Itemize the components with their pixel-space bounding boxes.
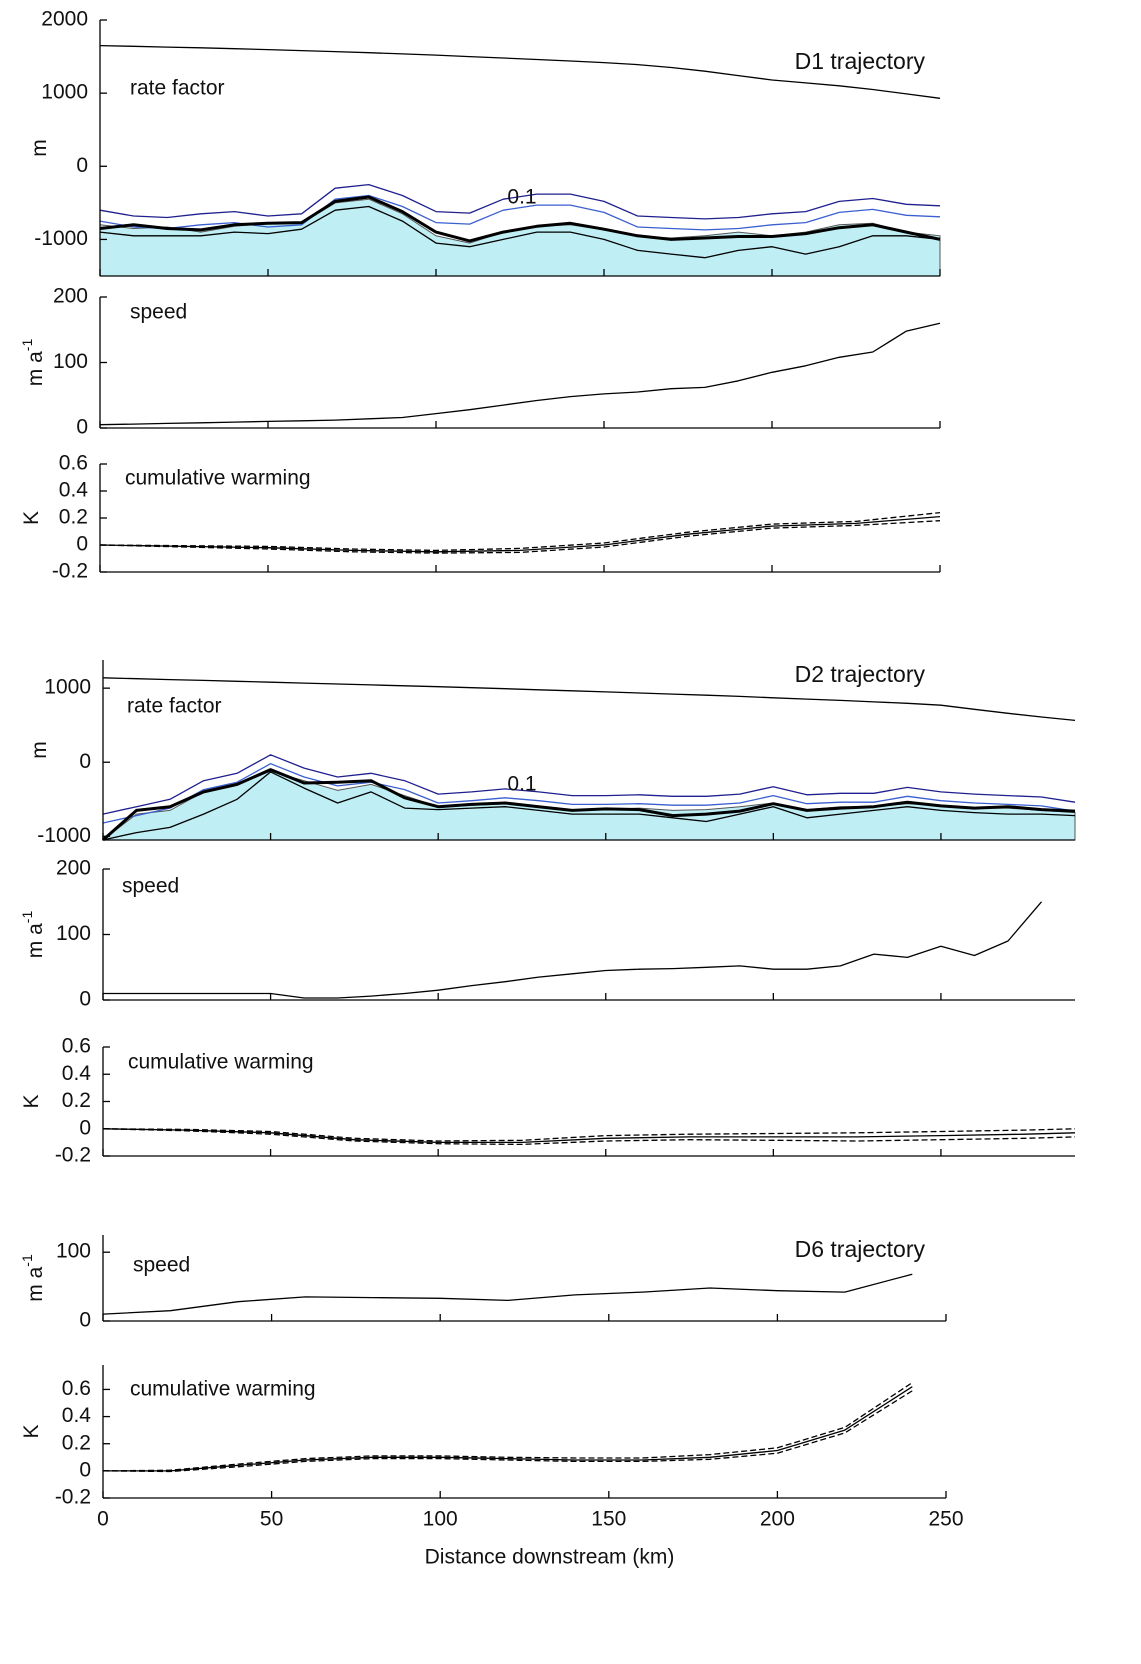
x-axis-label: Distance downstream (km) <box>425 1546 675 1569</box>
x-tick-label: 250 <box>928 1508 963 1531</box>
x-tick-label: 100 <box>423 1508 458 1531</box>
y-tick-label: -0.2 <box>55 1144 91 1167</box>
line <box>99 183 941 220</box>
line <box>99 44 941 99</box>
y-axis-label-sup: -1 <box>19 911 35 924</box>
y-tick-label: -1000 <box>34 227 88 250</box>
line <box>103 1386 913 1472</box>
x-tick-label: 200 <box>760 1508 795 1531</box>
line <box>102 1128 1076 1144</box>
y-tick-label: 0 <box>79 988 91 1011</box>
y-axis-label-text: m <box>28 741 51 759</box>
y-tick-label: -0.2 <box>55 1486 91 1509</box>
y-axis-label: m <box>28 741 51 759</box>
y-tick-label: 100 <box>56 1240 91 1263</box>
y-tick-label: 0.4 <box>62 1404 92 1427</box>
y-axis-label-text: K <box>20 511 43 525</box>
y-tick-label: 200 <box>56 857 91 880</box>
y-tick-label: 1000 <box>41 81 88 104</box>
contour-label: 0.1 <box>507 773 536 796</box>
y-tick-label: 0 <box>76 154 88 177</box>
y-tick-label: 0.4 <box>62 1062 92 1085</box>
y-axis-label-text: m a <box>24 351 47 386</box>
dashed-line <box>102 1128 1076 1146</box>
line <box>99 205 941 259</box>
y-tick-label: -0.2 <box>52 560 88 583</box>
y-tick-label: 200 <box>53 285 88 308</box>
contour-label: 0.1 <box>507 186 536 209</box>
y-tick-label: 0.6 <box>62 1377 91 1400</box>
y-axis-label-text: m a <box>24 1266 47 1301</box>
y-axis-label-text: m <box>28 139 51 157</box>
dashed-line <box>99 511 941 552</box>
panel-label: cumulative warming <box>125 467 311 490</box>
panel-label: cumulative warming <box>130 1378 316 1401</box>
y-axis-label: m a-1 <box>19 1254 47 1302</box>
y-tick-label: 0.2 <box>62 1431 91 1454</box>
y-axis-label-text: m a <box>24 923 47 958</box>
y-tick-label: 0.2 <box>62 1089 91 1112</box>
panel-label: cumulative warming <box>128 1051 314 1074</box>
y-tick-label: 2000 <box>41 8 88 31</box>
dashed-line <box>99 520 941 554</box>
y-axis-label: m <box>28 139 51 157</box>
x-tick-label: 50 <box>260 1508 283 1531</box>
y-tick-label: 0.4 <box>59 479 89 502</box>
dashed-line <box>102 1382 913 1472</box>
area <box>99 198 941 277</box>
panel-title: D2 trajectory <box>795 661 926 687</box>
y-axis-label-sup: -1 <box>19 339 35 352</box>
panel-label: rate factor <box>127 695 222 718</box>
y-tick-label: 0 <box>79 750 91 773</box>
line <box>102 677 1076 722</box>
y-tick-label: 100 <box>56 922 91 945</box>
y-tick-label: 0 <box>79 1458 91 1481</box>
y-axis-label-text: K <box>20 1424 43 1438</box>
y-axis-label: K <box>20 511 43 525</box>
y-axis-label: m a-1 <box>19 339 47 387</box>
panel-label: speed <box>130 301 187 324</box>
y-axis-label: K <box>20 1094 43 1108</box>
panel-label: speed <box>133 1254 190 1277</box>
dashed-line <box>102 1128 1076 1142</box>
line <box>99 515 941 553</box>
y-axis-label-text: K <box>20 1094 43 1108</box>
line <box>103 901 1042 999</box>
panel-title: D6 trajectory <box>795 1236 926 1262</box>
y-tick-label: 0 <box>79 1309 91 1332</box>
line <box>102 754 1076 815</box>
y-tick-label: -1000 <box>37 824 91 847</box>
y-tick-label: 0.6 <box>59 452 88 475</box>
line <box>99 322 941 426</box>
y-axis-label: K <box>20 1424 43 1438</box>
y-tick-label: 0.2 <box>59 506 88 529</box>
y-tick-label: 1000 <box>44 676 91 699</box>
dashed-line <box>102 1390 913 1473</box>
x-tick-label: 150 <box>591 1508 626 1531</box>
y-axis-label: m a-1 <box>19 911 47 959</box>
y-tick-label: 0 <box>79 1116 91 1139</box>
panel-label: speed <box>122 875 179 898</box>
line <box>102 768 1076 842</box>
y-axis-label-sup: -1 <box>19 1254 35 1267</box>
line <box>102 771 1076 841</box>
y-tick-label: 0 <box>76 533 88 556</box>
panel-title: D1 trajectory <box>795 48 926 74</box>
x-tick-label: 0 <box>97 1508 109 1531</box>
line <box>102 1273 913 1315</box>
panel-label: rate factor <box>130 77 225 100</box>
y-tick-label: 100 <box>53 350 88 373</box>
y-tick-label: 0.6 <box>62 1035 91 1058</box>
line <box>102 763 1076 824</box>
y-tick-label: 0 <box>76 416 88 439</box>
line <box>99 195 941 243</box>
